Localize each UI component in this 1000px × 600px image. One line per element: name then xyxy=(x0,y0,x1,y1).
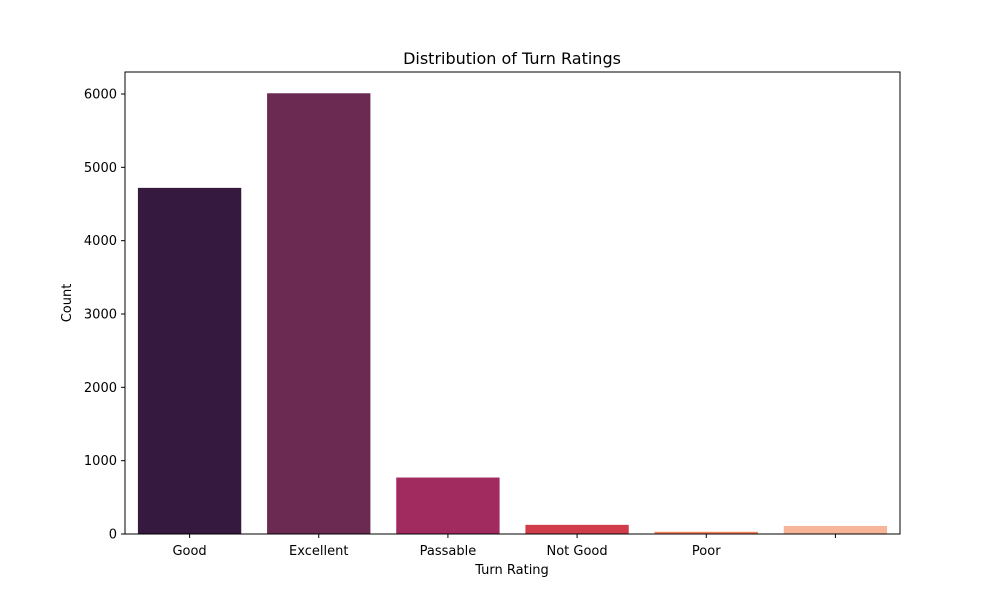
bars-group xyxy=(137,93,888,535)
y-axis-label: Count xyxy=(60,284,75,323)
y-tick-label: 3000 xyxy=(84,308,117,323)
bar-good xyxy=(137,187,242,534)
y-tick-label: 5000 xyxy=(84,161,117,176)
y-tick-label: 6000 xyxy=(84,88,117,103)
bar-not-good xyxy=(525,524,629,534)
x-tick-label: Not Good xyxy=(547,544,608,559)
bar-poor xyxy=(654,531,758,534)
y-tick-label: 0 xyxy=(109,528,117,543)
y-axis-ticks: 0 1000 2000 3000 4000 5000 6000 xyxy=(84,88,125,543)
bar-unlabeled xyxy=(783,525,888,534)
x-axis-ticks: Good Excellent Passable Not Good Poor xyxy=(172,534,836,559)
x-tick-label: Good xyxy=(172,544,206,559)
x-axis-label: Turn Rating xyxy=(474,563,549,578)
y-tick-label: 4000 xyxy=(84,234,117,249)
y-tick-label: 2000 xyxy=(84,381,117,396)
x-tick-label: Excellent xyxy=(289,544,348,559)
bar-passable xyxy=(396,477,500,534)
y-tick-label: 1000 xyxy=(84,454,117,469)
x-tick-label: Poor xyxy=(692,544,721,559)
plot-frame xyxy=(124,71,901,535)
bar-excellent xyxy=(267,93,371,535)
chart-title: Distribution of Turn Ratings xyxy=(403,49,621,68)
x-tick-label: Passable xyxy=(420,544,477,559)
